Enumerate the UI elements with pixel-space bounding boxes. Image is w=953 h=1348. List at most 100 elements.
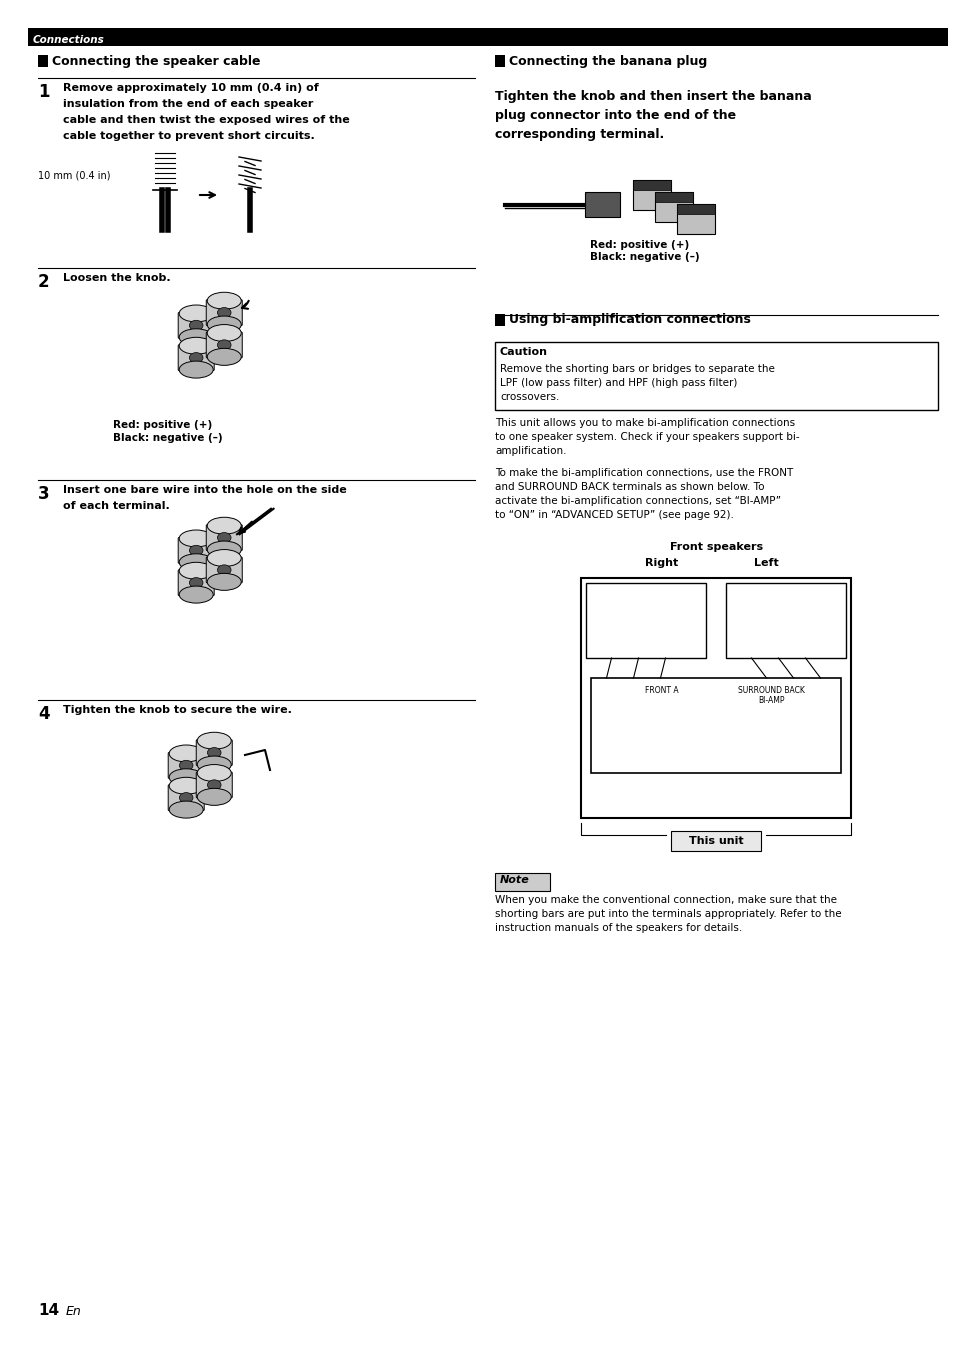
Ellipse shape (217, 532, 231, 543)
Bar (586, 582, 706, 658)
Ellipse shape (207, 293, 241, 309)
Ellipse shape (811, 718, 819, 727)
Ellipse shape (190, 546, 203, 555)
Ellipse shape (207, 780, 221, 790)
Text: Connecting the speaker cable: Connecting the speaker cable (52, 55, 260, 69)
Ellipse shape (748, 712, 770, 735)
Ellipse shape (727, 718, 735, 727)
Ellipse shape (207, 541, 241, 558)
Text: amplification.: amplification. (495, 446, 566, 456)
FancyBboxPatch shape (206, 332, 242, 357)
Bar (581, 578, 851, 818)
Ellipse shape (190, 577, 203, 588)
Bar (671, 830, 760, 851)
Ellipse shape (792, 615, 798, 621)
Ellipse shape (776, 712, 798, 735)
Ellipse shape (679, 615, 685, 621)
Text: Tighten the knob and then insert the banana: Tighten the knob and then insert the ban… (495, 90, 811, 102)
Ellipse shape (803, 712, 825, 735)
FancyBboxPatch shape (168, 752, 204, 778)
Text: En: En (66, 1305, 82, 1318)
Text: Insert one bare wire into the hole on the side: Insert one bare wire into the hole on th… (63, 485, 346, 495)
Ellipse shape (759, 609, 777, 627)
FancyBboxPatch shape (206, 524, 242, 550)
Ellipse shape (652, 615, 658, 621)
Ellipse shape (755, 718, 762, 727)
Text: Remove the shorting bars or bridges to separate the: Remove the shorting bars or bridges to s… (499, 364, 774, 373)
FancyBboxPatch shape (178, 313, 214, 338)
Text: LPF (low pass filter) and HPF (high pass filter): LPF (low pass filter) and HPF (high pass… (499, 377, 737, 388)
Text: Using bi-amplification connections: Using bi-amplification connections (509, 314, 750, 326)
Bar (495, 55, 504, 67)
Text: Connecting the banana plug: Connecting the banana plug (509, 55, 706, 69)
Text: Black: negative (–): Black: negative (–) (112, 433, 222, 443)
Text: To make the bi-amplification connections, use the FRONT: To make the bi-amplification connections… (495, 468, 792, 479)
Ellipse shape (179, 554, 213, 570)
FancyBboxPatch shape (206, 557, 242, 582)
Bar (584, 191, 619, 217)
Bar (655, 191, 692, 202)
Text: 10 mm (0.4 in): 10 mm (0.4 in) (38, 170, 111, 181)
Text: FRONT A: FRONT A (644, 686, 678, 696)
Bar (495, 874, 550, 891)
Text: to one speaker system. Check if your speakers support bi-: to one speaker system. Check if your spe… (495, 431, 799, 442)
FancyBboxPatch shape (178, 345, 214, 371)
Ellipse shape (819, 615, 824, 621)
Text: of each terminal.: of each terminal. (63, 501, 170, 511)
Text: activate the bi-amplification connections, set “BI-AMP”: activate the bi-amplification connection… (495, 496, 781, 506)
Text: Remove approximately 10 mm (0.4 in) of: Remove approximately 10 mm (0.4 in) of (63, 84, 318, 93)
Ellipse shape (785, 609, 803, 627)
Ellipse shape (217, 340, 231, 350)
Ellipse shape (630, 712, 652, 735)
Text: cable and then twist the exposed wires of the: cable and then twist the exposed wires o… (63, 115, 350, 125)
Ellipse shape (605, 718, 613, 727)
Bar (677, 204, 714, 235)
Ellipse shape (764, 615, 771, 621)
Text: 3: 3 (38, 485, 50, 503)
Text: Black: negative (–): Black: negative (–) (589, 252, 699, 262)
Text: Note: Note (499, 875, 529, 886)
Ellipse shape (197, 756, 231, 772)
Ellipse shape (169, 745, 203, 762)
Text: Red: positive (+): Red: positive (+) (112, 421, 212, 430)
Text: This unit: This unit (688, 836, 743, 847)
Ellipse shape (207, 518, 241, 534)
Bar (495, 314, 504, 326)
Ellipse shape (169, 778, 203, 794)
FancyBboxPatch shape (196, 740, 232, 766)
Text: Tighten the knob to secure the wire.: Tighten the knob to secure the wire. (63, 705, 292, 714)
Bar (591, 678, 841, 772)
Text: shorting bars are put into the terminals appropriately. Refer to the: shorting bars are put into the terminals… (495, 909, 841, 919)
Ellipse shape (673, 609, 691, 627)
Ellipse shape (179, 329, 213, 346)
Ellipse shape (637, 718, 645, 727)
Text: and SURROUND BACK terminals as shown below. To: and SURROUND BACK terminals as shown bel… (495, 483, 763, 492)
Text: to “ON” in “ADVANCED SETUP” (see page 92).: to “ON” in “ADVANCED SETUP” (see page 92… (495, 510, 733, 520)
Ellipse shape (679, 208, 693, 217)
Ellipse shape (169, 768, 203, 786)
Text: Left: Left (753, 558, 778, 568)
Ellipse shape (598, 615, 604, 621)
Text: Connections: Connections (33, 35, 105, 44)
Ellipse shape (782, 718, 791, 727)
Ellipse shape (636, 183, 649, 193)
Text: Caution: Caution (499, 346, 547, 357)
FancyBboxPatch shape (196, 772, 232, 798)
Bar (633, 181, 670, 210)
Ellipse shape (190, 353, 203, 363)
Bar (726, 582, 845, 658)
Ellipse shape (661, 712, 684, 735)
Ellipse shape (738, 615, 743, 621)
Text: crossovers.: crossovers. (499, 392, 558, 402)
Ellipse shape (190, 321, 203, 330)
Text: Red: positive (+): Red: positive (+) (589, 240, 688, 249)
FancyBboxPatch shape (178, 538, 214, 563)
Ellipse shape (179, 562, 213, 580)
Ellipse shape (179, 530, 213, 547)
Ellipse shape (179, 760, 193, 771)
Ellipse shape (592, 609, 610, 627)
Bar (677, 204, 714, 214)
Ellipse shape (207, 573, 241, 590)
Ellipse shape (813, 609, 831, 627)
Bar (495, 342, 937, 410)
